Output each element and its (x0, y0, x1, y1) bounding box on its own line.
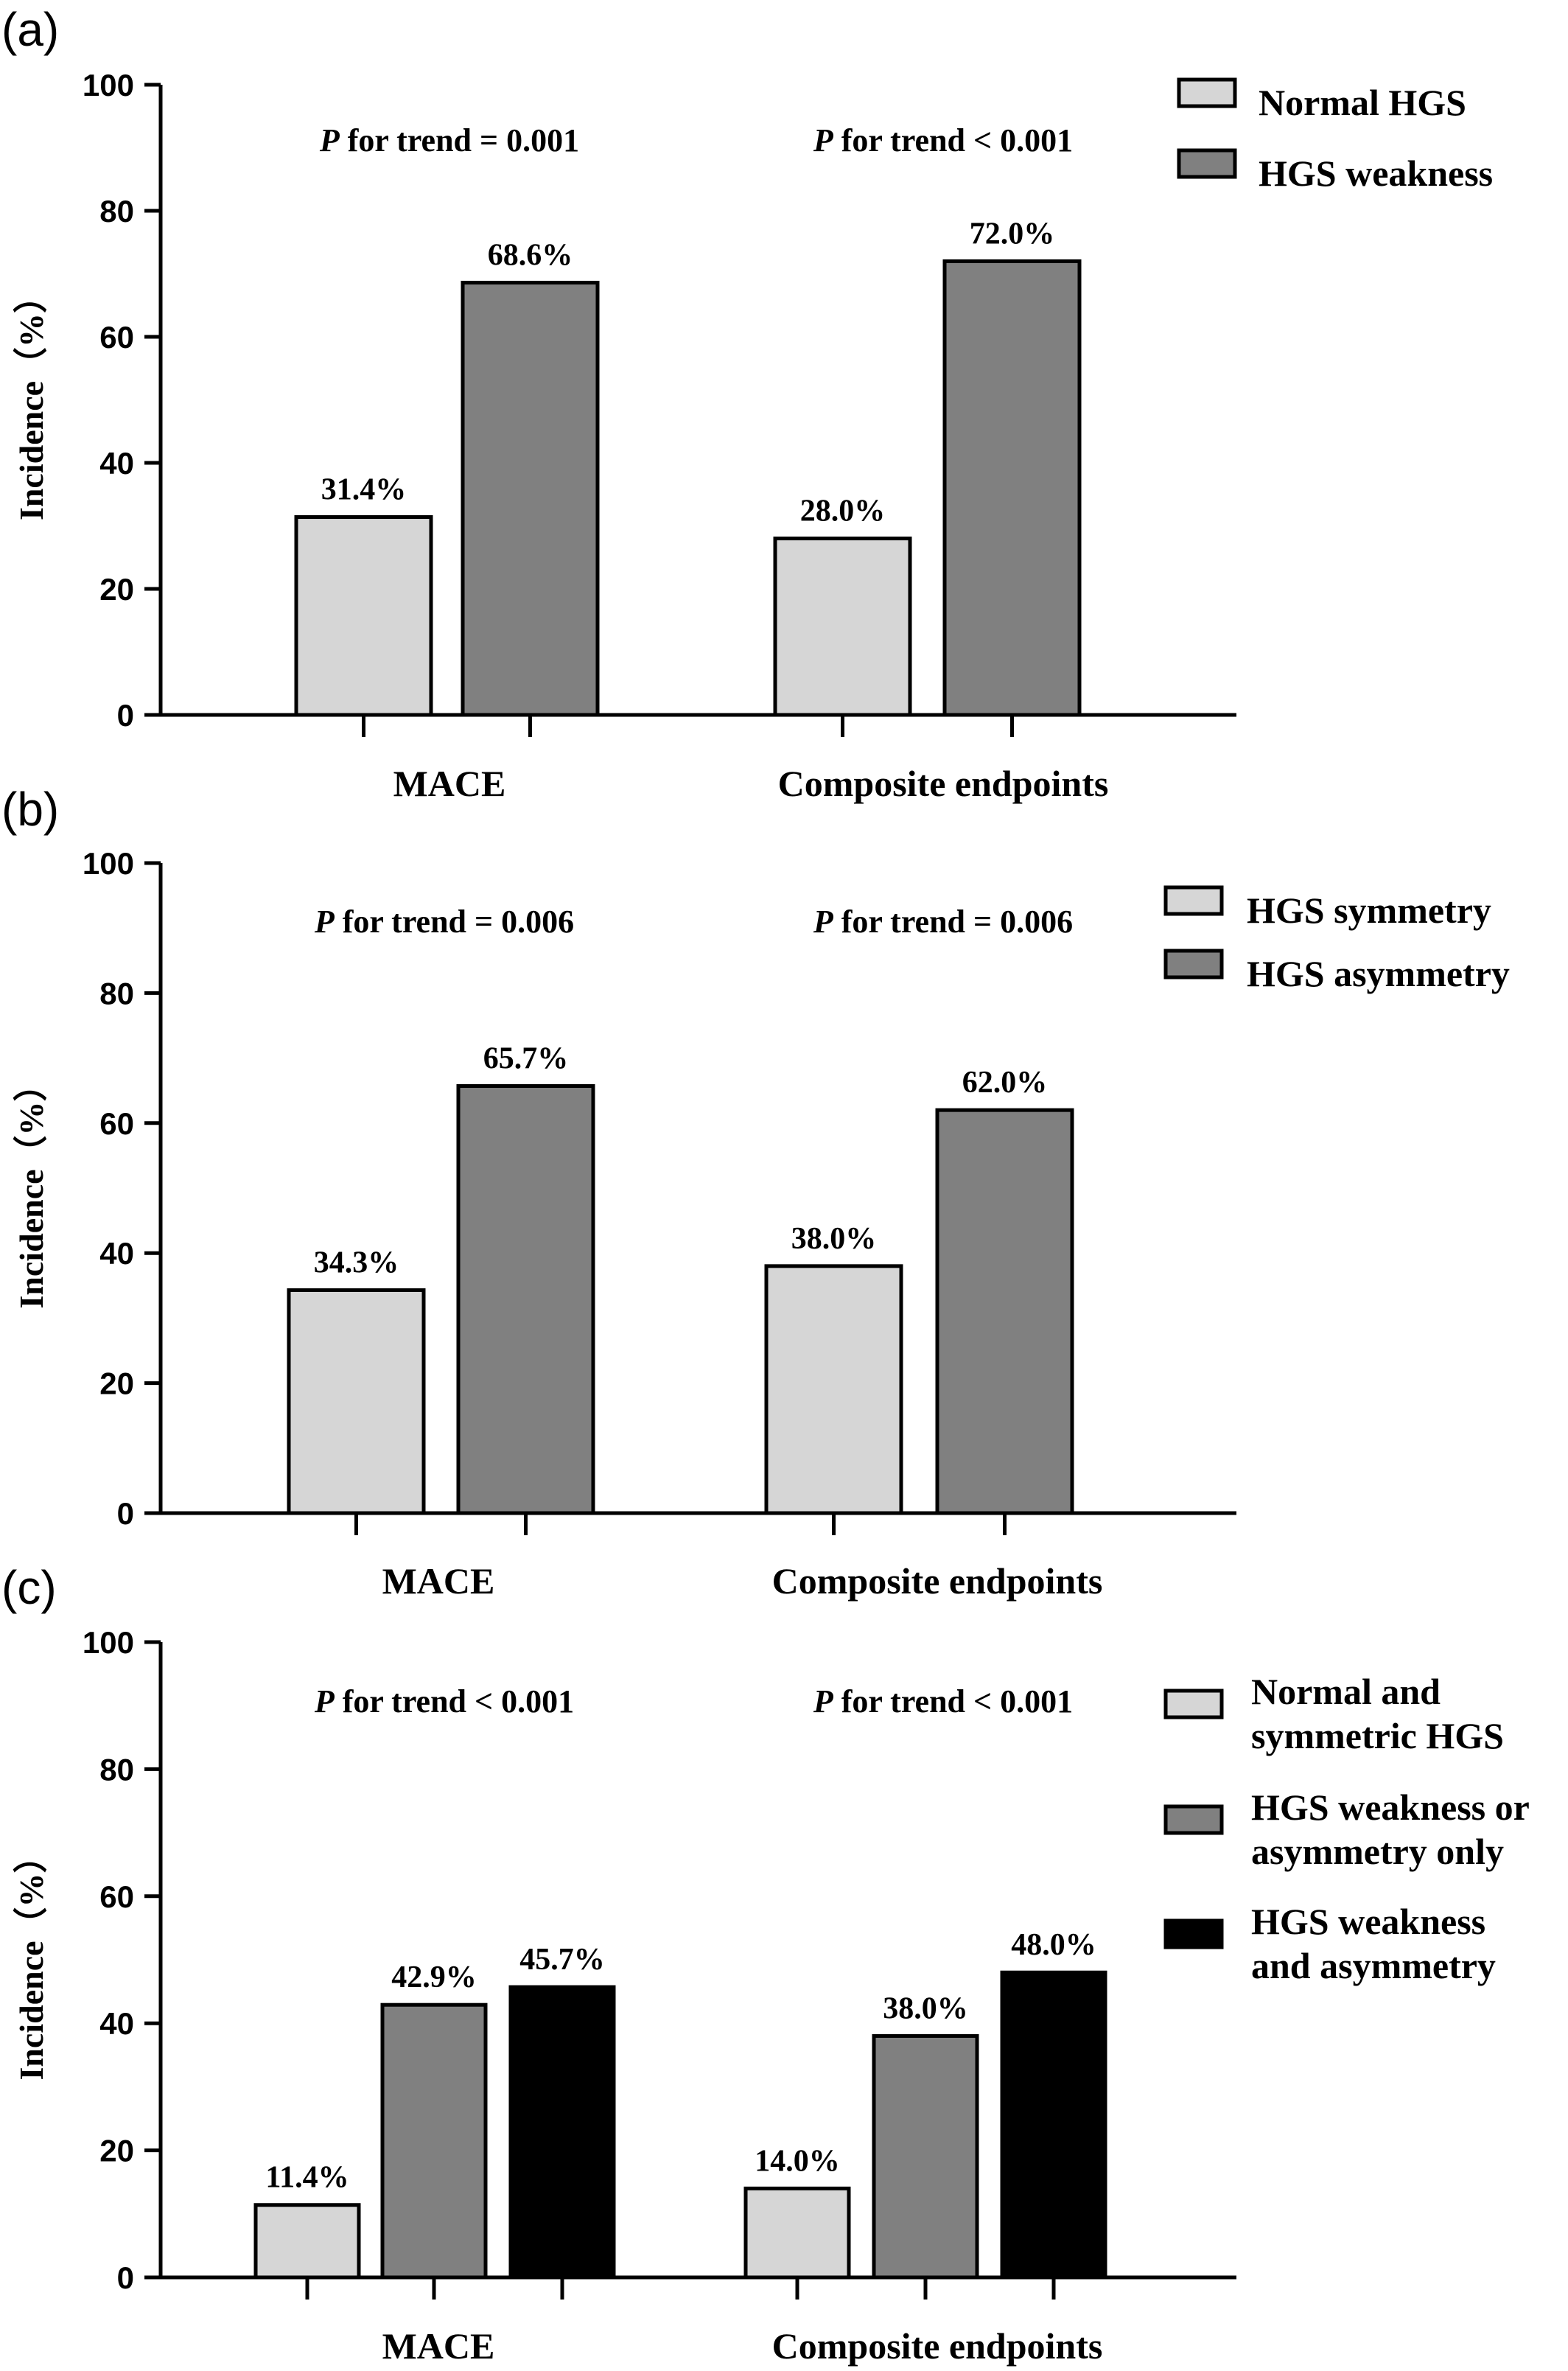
y-axis-label: Incidence（%） (13, 1067, 50, 1308)
legend-label: symmetric HGS (1251, 1715, 1504, 1756)
data-label: 65.7% (483, 1042, 569, 1076)
bar (773, 537, 912, 717)
y-tick-label: 20 (99, 2134, 134, 2168)
p-value-annotation: P for trend < 0.001 (813, 122, 1073, 158)
data-label: 68.6% (488, 238, 573, 272)
y-tick-label: 80 (99, 194, 134, 228)
p-value-annotation: P for trend = 0.001 (319, 122, 579, 158)
bar (764, 1264, 903, 1515)
y-tick-label: 0 (117, 698, 134, 733)
x-tick-label: Composite endpoints (772, 1560, 1103, 1602)
p-value-annotation: P for trend = 0.006 (314, 904, 574, 940)
x-tick-label: Composite endpoints (772, 2325, 1103, 2367)
data-label: 38.0% (883, 1991, 968, 2025)
data-label: 62.0% (962, 1066, 1048, 1100)
chart-panel-b: (b) 0 20 40 60 80 100 Incidence（%） 34.3% 65.7% MAC… (1, 783, 1510, 1602)
bar (456, 1084, 595, 1515)
p-value-annotation: P for trend < 0.001 (314, 1683, 574, 1719)
y-tick-label: 40 (99, 1236, 134, 1271)
y-tick-label: 20 (99, 1366, 134, 1401)
y-tick-label: 100 (83, 68, 134, 102)
data-label: 31.4% (321, 473, 407, 507)
legend-label: HGS weakness or (1251, 1787, 1530, 1828)
data-label: 38.0% (791, 1222, 877, 1256)
y-tick-label: 40 (99, 446, 134, 481)
x-tick-label: MACE (393, 763, 506, 804)
data-label: 28.0% (800, 495, 886, 528)
x-tick-label: Composite endpoints (778, 763, 1109, 804)
bar (942, 259, 1082, 717)
y-tick-label: 60 (99, 1879, 134, 1914)
data-label: 72.0% (970, 217, 1055, 251)
p-value-annotation: P for trend < 0.001 (813, 1683, 1073, 1719)
data-label: 34.3% (314, 1246, 399, 1279)
legend-label: HGS weakness (1259, 153, 1493, 194)
bar (380, 2002, 488, 2280)
bar (294, 515, 433, 717)
legend-swatch (1163, 1804, 1224, 1835)
y-tick-label: 100 (83, 846, 134, 881)
y-tick-label: 80 (99, 976, 134, 1010)
chart-panel-c: (c) 0 20 40 60 80 100 Incidence（%） 11.4% 42.9% 45.… (1, 1561, 1530, 2367)
bar (287, 1288, 426, 1515)
panel-label: (b) (1, 783, 59, 836)
y-tick-label: 40 (99, 2006, 134, 2041)
legend-swatch (1177, 148, 1237, 179)
y-tick-label: 0 (117, 1496, 134, 1531)
legend-swatch (1163, 949, 1224, 980)
y-axis-label: Incidence（%） (13, 1839, 50, 2080)
legend-label: HGS asymmetry (1247, 953, 1510, 994)
p-value-annotation: P for trend = 0.006 (813, 904, 1073, 940)
legend-label: asymmetry only (1251, 1831, 1504, 1872)
legend-label: Normal HGS (1259, 82, 1466, 123)
y-tick-label: 0 (117, 2260, 134, 2295)
y-axis-label: Incidence（%） (13, 279, 50, 520)
data-label: 48.0% (1011, 1928, 1096, 1962)
y-tick-label: 60 (99, 320, 134, 355)
legend-label: and asymmetry (1251, 1945, 1496, 1986)
y-tick-label: 20 (99, 572, 134, 607)
bar (253, 2203, 361, 2280)
legend-swatch (1163, 1918, 1224, 1949)
chart-panel-a: (a) 0 20 40 60 80 100 Incidence（%） 31.4% 68.6% MAC… (1, 3, 1493, 804)
bar (872, 2033, 979, 2280)
legend-swatch (1163, 1689, 1224, 1719)
panel-label: (c) (1, 1561, 57, 1614)
y-tick-label: 80 (99, 1752, 134, 1787)
bar (1000, 1970, 1107, 2280)
legend-label: HGS weakness (1251, 1901, 1485, 1942)
x-tick-label: MACE (382, 1560, 495, 1602)
data-label: 11.4% (265, 2161, 349, 2195)
y-tick-label: 60 (99, 1106, 134, 1141)
legend-swatch (1163, 885, 1224, 916)
data-label: 14.0% (755, 2144, 840, 2178)
panel-label: (a) (1, 3, 59, 56)
bar (935, 1108, 1074, 1515)
legend-label: Normal and (1251, 1671, 1441, 1712)
bar (461, 280, 600, 717)
legend-label: HGS symmetry (1247, 890, 1491, 931)
y-tick-label: 100 (83, 1625, 134, 1660)
data-label: 42.9% (391, 1960, 477, 1994)
bar (508, 1985, 616, 2280)
x-tick-label: MACE (382, 2325, 495, 2367)
bar (743, 2186, 851, 2280)
legend-swatch (1177, 77, 1237, 108)
data-label: 45.7% (519, 1943, 605, 1977)
